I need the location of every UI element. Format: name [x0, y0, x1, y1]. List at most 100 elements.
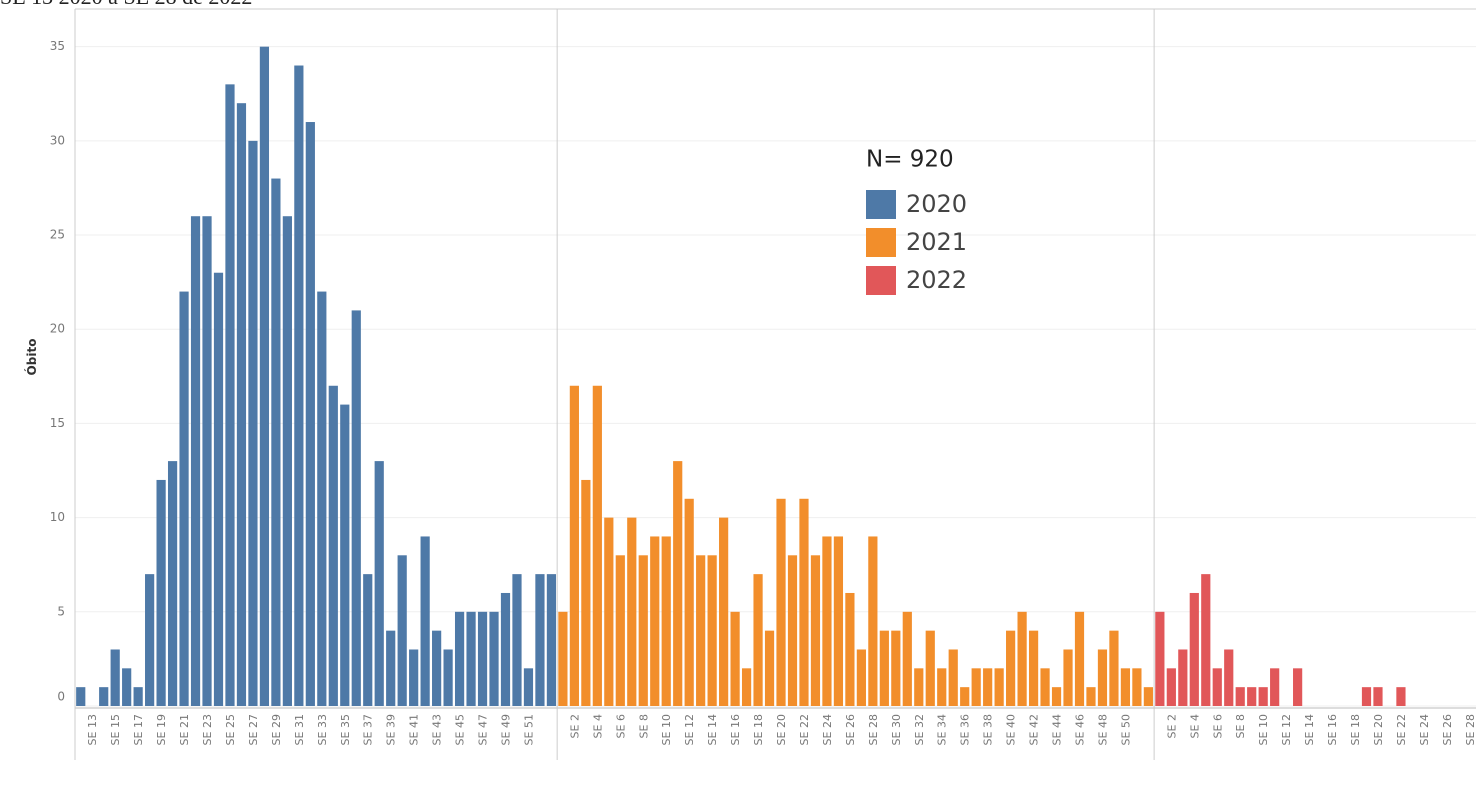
x-tick-label: SE 10	[1257, 714, 1270, 745]
x-tick-label: SE 12	[1280, 714, 1293, 745]
bar	[1120, 668, 1131, 706]
bar	[994, 668, 1004, 706]
bar	[925, 630, 935, 706]
bar	[1189, 592, 1199, 706]
x-tick-label: SE 2	[568, 714, 581, 738]
bar	[948, 649, 958, 706]
x-tick-label: SE 40	[1005, 714, 1018, 745]
bar	[810, 555, 821, 706]
y-tick-label: 30	[50, 133, 65, 147]
bar	[1247, 687, 1257, 706]
bar	[650, 536, 660, 706]
x-tick-label: SE 45	[454, 714, 467, 745]
x-tick-label: SE 44	[1051, 714, 1064, 745]
y-tick-label: 20	[50, 322, 65, 336]
bar	[523, 668, 534, 706]
x-tick-label: SE 35	[339, 714, 352, 745]
bar	[868, 536, 878, 706]
x-tick-label: SE 38	[982, 714, 995, 745]
bar	[1270, 668, 1280, 706]
bar	[1361, 687, 1372, 706]
legend-swatch	[866, 266, 896, 295]
x-tick-label: SE 36	[959, 714, 972, 745]
bar	[225, 84, 235, 707]
bar	[1028, 630, 1039, 706]
x-tick-label: SE 21	[178, 714, 191, 745]
x-tick-label: SE 15	[109, 714, 122, 745]
x-tick-label: SE 2	[1165, 714, 1178, 738]
bar	[971, 668, 981, 706]
x-tick-label: SE 51	[522, 714, 535, 745]
bar	[156, 479, 166, 706]
bar	[604, 517, 614, 706]
bar	[1132, 668, 1142, 706]
legend-label: 2021	[906, 228, 967, 256]
x-tick-label: SE 13	[86, 714, 99, 745]
x-tick-label: SE 16	[729, 714, 742, 745]
bar	[856, 649, 866, 706]
y-tick-label: 10	[50, 510, 65, 524]
bar	[167, 461, 178, 706]
bar	[259, 46, 270, 707]
bar	[1178, 649, 1188, 706]
bar	[512, 574, 522, 706]
bar	[891, 630, 901, 706]
bar	[764, 630, 775, 706]
bar	[443, 649, 453, 706]
bar	[110, 649, 120, 706]
x-tick-label: SE 43	[431, 714, 444, 745]
bar	[363, 574, 373, 706]
bar	[1040, 668, 1050, 706]
bar	[592, 385, 602, 706]
legend-title: N= 920	[866, 147, 954, 173]
x-tick-label: SE 17	[132, 714, 145, 745]
y-tick-label: 5	[57, 604, 65, 618]
bar	[776, 498, 786, 706]
bar	[1258, 687, 1268, 706]
bar	[466, 611, 476, 706]
bar	[1212, 668, 1222, 706]
bar	[661, 536, 671, 706]
x-tick-label: SE 16	[1326, 714, 1339, 745]
bar	[902, 611, 912, 706]
bar	[213, 272, 224, 706]
bar	[1396, 687, 1406, 706]
bar	[190, 216, 201, 706]
bar	[500, 592, 511, 706]
bar	[374, 461, 384, 706]
x-tick-label: SE 12	[683, 714, 696, 745]
x-tick-label: SE 20	[775, 714, 788, 745]
x-tick-label: SE 4	[591, 714, 604, 738]
bar	[1293, 668, 1303, 706]
bar	[489, 611, 499, 706]
x-tick-label: SE 31	[293, 714, 306, 745]
x-tick-label: SE 27	[247, 714, 260, 745]
x-tick-label: SE 33	[316, 714, 329, 745]
bar	[696, 555, 706, 706]
x-tick-label: SE 10	[660, 714, 673, 745]
bar	[133, 687, 143, 706]
bar	[1097, 649, 1108, 706]
x-tick-label: SE 25	[224, 714, 237, 745]
bar	[317, 291, 327, 706]
x-tick-label: SE 28	[1464, 714, 1476, 745]
x-tick-label: SE 30	[890, 714, 903, 745]
bar	[248, 140, 258, 706]
x-tick-label: SE 20	[1372, 714, 1385, 745]
x-tick-label: SE 4	[1188, 714, 1201, 738]
x-tick-label: SE 22	[798, 714, 811, 745]
bar	[1017, 611, 1027, 706]
bar	[914, 668, 924, 706]
x-tick-label: SE 18	[752, 714, 765, 745]
chart-title: SE 13 2020 a SE 28 de 2022	[0, 0, 252, 9]
bar	[351, 310, 361, 706]
x-tick-label: SE 41	[408, 714, 421, 745]
x-tick-label: SE 24	[1418, 714, 1431, 745]
bar	[546, 574, 557, 706]
x-tick-label: SE 23	[201, 714, 214, 745]
x-tick-label: SE 46	[1074, 714, 1087, 745]
bar	[122, 668, 132, 706]
x-tick-label: SE 50	[1119, 714, 1132, 745]
bar	[960, 687, 970, 706]
x-tick-label: SE 14	[706, 714, 719, 745]
